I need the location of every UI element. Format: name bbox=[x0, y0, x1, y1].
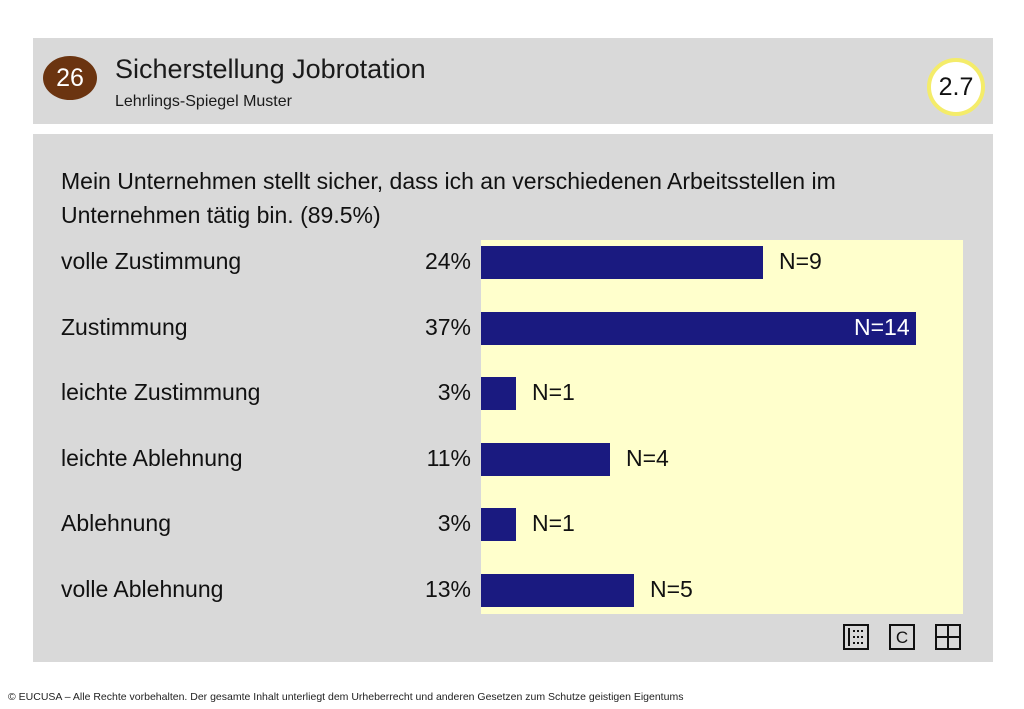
percent-label: 3% bbox=[437, 379, 471, 405]
c-icon-label: C bbox=[896, 628, 908, 647]
category-label: volle Ablehnung bbox=[61, 575, 224, 602]
slide-title: Sicherstellung Jobrotation bbox=[115, 54, 426, 84]
question-text: Mein Unternehmen stellt sicher, dass ich… bbox=[61, 168, 836, 228]
n-label: N=1 bbox=[532, 510, 575, 536]
slide-number-badge: 26 bbox=[43, 56, 97, 100]
bar bbox=[481, 508, 516, 541]
slide-header: 26 Sicherstellung Jobrotation Lehrlings-… bbox=[33, 38, 993, 124]
bar bbox=[481, 442, 610, 476]
grid-view-icon[interactable] bbox=[935, 624, 961, 650]
category-label: leichte Zustimmung bbox=[61, 379, 261, 405]
percent-label: 37% bbox=[424, 313, 471, 340]
percent-label: 11% bbox=[426, 444, 471, 471]
chart-panel: Mein Unternehmen stellt sicher, dass ich… bbox=[33, 134, 993, 662]
copyright-footer: © EUCUSA – Alle Rechte vorbehalten. Der … bbox=[8, 691, 684, 703]
percent-label: 24% bbox=[424, 248, 471, 274]
n-label: N=9 bbox=[779, 248, 822, 274]
n-label: N=4 bbox=[626, 444, 669, 471]
category-label: Ablehnung bbox=[61, 510, 171, 536]
bar bbox=[481, 311, 916, 345]
n-label: N=14 bbox=[854, 313, 910, 340]
category-label: leichte Ablehnung bbox=[61, 444, 243, 471]
chart-plot-area bbox=[481, 240, 963, 614]
c-icon[interactable]: C bbox=[889, 624, 915, 650]
bar bbox=[481, 246, 763, 279]
percent-label: 3% bbox=[437, 510, 471, 536]
score-badge: 2.7 bbox=[927, 58, 985, 116]
bar bbox=[481, 573, 634, 607]
percent-label: 13% bbox=[424, 575, 471, 602]
category-label: Zustimmung bbox=[61, 313, 188, 340]
toolbar: C bbox=[843, 624, 961, 650]
bar bbox=[481, 377, 516, 410]
category-label: volle Zustimmung bbox=[61, 248, 242, 274]
slide-subtitle: Lehrlings-Spiegel Muster bbox=[115, 93, 292, 110]
n-label: N=1 bbox=[532, 379, 575, 405]
list-view-icon[interactable] bbox=[843, 624, 869, 650]
n-label: N=5 bbox=[650, 575, 693, 602]
